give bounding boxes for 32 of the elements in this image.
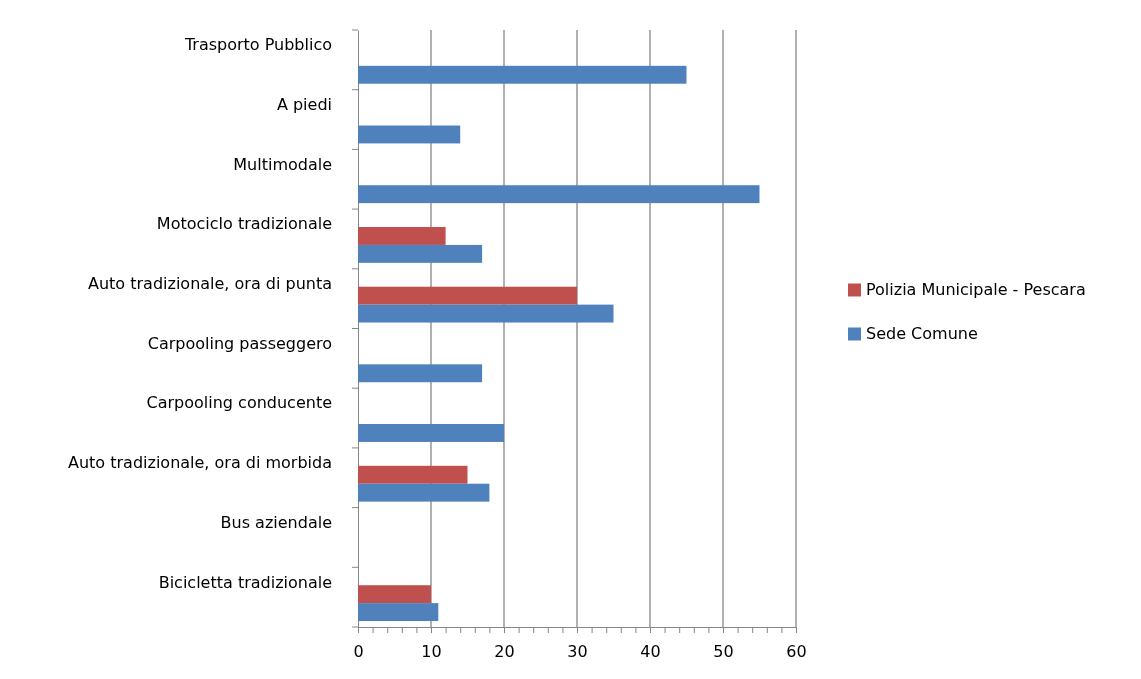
bar (358, 424, 504, 442)
bar (358, 244, 483, 263)
bar (358, 465, 468, 484)
y-tick-label: Carpooling conducente (146, 393, 332, 413)
bar (358, 483, 490, 502)
x-tick-label: 0 (353, 641, 364, 661)
y-tick-label: Bicicletta tradizionale (158, 572, 332, 592)
y-tick-label: Auto tradizionale, ora di morbida (68, 453, 332, 473)
legend-label: Sede Comune (866, 323, 978, 343)
y-tick-label: Trasporto Pubblico (183, 35, 332, 55)
legend-label: Polizia Municipale - Pescara (866, 279, 1086, 299)
x-tick-label: 40 (640, 641, 661, 661)
y-tick-label: Bus aziendale (220, 512, 332, 532)
x-tick-label: 50 (713, 641, 734, 661)
bar (358, 125, 461, 144)
y-tick-label: Motociclo tradizionale (156, 214, 332, 234)
x-tick-label: 10 (421, 641, 442, 661)
y-tick-label: Auto tradizionale, ora di punta (88, 274, 332, 294)
y-tick-label: Multimodale (233, 154, 332, 174)
x-tick-label: 30 (567, 641, 588, 661)
bar (358, 227, 446, 245)
bar (358, 364, 483, 383)
y-tick-label: Carpooling passeggero (147, 333, 332, 353)
bar (358, 585, 431, 604)
x-tick-label: 60 (786, 641, 807, 661)
bar (358, 65, 687, 84)
y-tick-label: A piedi (276, 94, 332, 114)
bar (358, 603, 439, 622)
bar (358, 304, 614, 323)
x-tick-label: 20 (494, 641, 515, 661)
bar (358, 185, 760, 204)
bar (358, 286, 577, 305)
